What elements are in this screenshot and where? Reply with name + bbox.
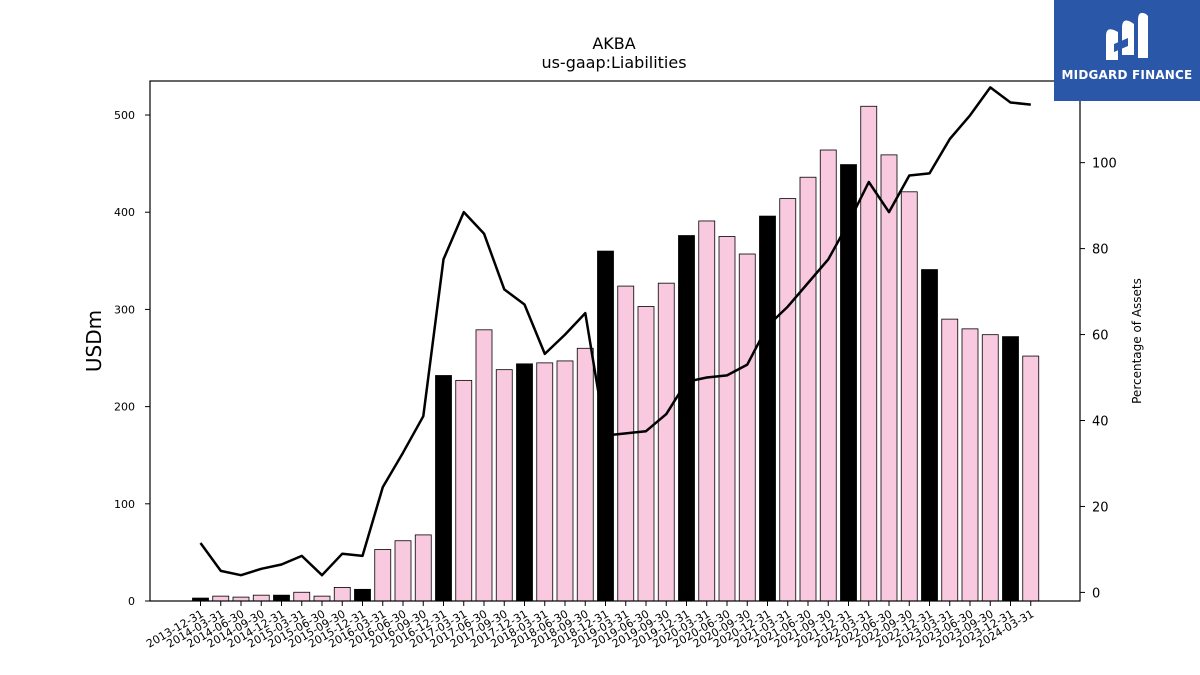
y2-tick-label: 40: [1092, 415, 1109, 430]
bar-2021-09-30: [819, 149, 837, 602]
y-tick-label: 400: [114, 206, 135, 219]
bar-2018-06-30: [556, 360, 574, 602]
bar-2021-06-30: [799, 176, 817, 602]
bar-2017-12-31: [516, 363, 533, 602]
bar-2015-03-31: [293, 591, 311, 602]
bar-2022-03-31: [860, 105, 878, 602]
bar-2023-09-30: [981, 334, 999, 602]
bar-2018-03-31: [536, 362, 554, 602]
y2-tick-label: 20: [1092, 500, 1109, 515]
bar-2021-12-31: [840, 164, 857, 602]
y2-tick-label: 0: [1092, 586, 1100, 601]
bar-2018-09-30: [576, 347, 594, 602]
bar-2021-03-31: [779, 198, 797, 602]
bar-2022-09-30: [900, 191, 918, 602]
chart-title: AKBA: [592, 34, 635, 53]
bar-2023-03-31: [941, 318, 959, 602]
bar-2020-03-31: [698, 220, 716, 602]
y-tick-label: 500: [114, 109, 135, 122]
y-axis-label: USDm: [82, 310, 106, 372]
bar-2014-03-31: [212, 595, 230, 602]
axes: 01002003004005000204060801002013-12-3120…: [114, 80, 1117, 651]
bar-2017-03-31: [455, 379, 473, 602]
bar-2018-12-31: [597, 250, 614, 602]
bar-2014-12-31: [273, 594, 290, 602]
logo-text: MIDGARD FINANCE: [1061, 68, 1193, 82]
bar-2019-09-30: [657, 282, 675, 602]
logo-mark-icon: [1106, 12, 1148, 60]
y2-tick-label: 80: [1092, 243, 1109, 258]
plot-frame: [149, 80, 1081, 602]
bar-2024-03-31: [1022, 355, 1040, 602]
bar-2016-03-31: [374, 549, 392, 602]
bar-2023-06-30: [961, 328, 979, 602]
bar-2019-03-31: [617, 285, 635, 602]
y-tick-label: 0: [128, 595, 135, 608]
bar-2015-06-30: [313, 595, 331, 602]
chart-subtitle: us-gaap:Liabilities: [541, 53, 686, 72]
bar-2020-12-31: [759, 215, 776, 602]
percentage-line-series: [199, 86, 1031, 577]
bar-2016-06-30: [394, 540, 412, 602]
bar-2019-06-30: [637, 306, 655, 602]
y2-axis-label: Percentage of Assets: [1130, 278, 1144, 404]
bar-2016-09-30: [414, 534, 432, 602]
percentage-line: [199, 86, 1031, 577]
bar-2019-12-31: [678, 235, 695, 602]
bar-2017-06-30: [475, 329, 493, 602]
y-tick-label: 200: [114, 401, 135, 414]
bar-2017-09-30: [495, 369, 513, 602]
y-tick-label: 300: [114, 303, 135, 316]
bar-2016-12-31: [435, 375, 452, 602]
y-tick-label: 100: [114, 498, 135, 511]
bar-series: [192, 105, 1040, 602]
bar-2023-12-31: [1002, 336, 1019, 602]
y2-tick-label: 100: [1092, 157, 1117, 172]
bar-2020-09-30: [738, 253, 756, 602]
bar-2014-09-30: [252, 594, 270, 602]
midgard-finance-logo: MIDGARD FINANCE: [1054, 0, 1200, 101]
y2-tick-label: 60: [1092, 329, 1109, 344]
bar-2015-12-31: [354, 588, 371, 602]
bar-2015-09-30: [333, 586, 351, 602]
bar-2022-12-31: [921, 269, 938, 602]
bar-2022-06-30: [880, 154, 898, 602]
bar-2020-06-30: [718, 236, 736, 602]
